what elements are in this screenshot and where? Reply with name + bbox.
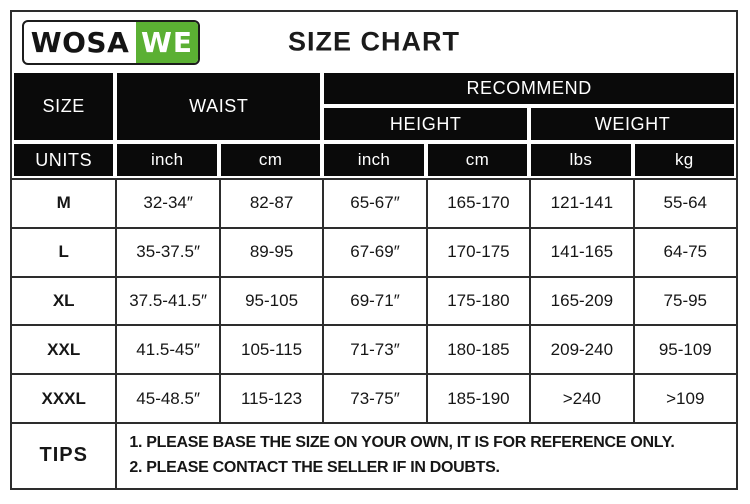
unit-cell-height-inch: inch	[324, 144, 424, 176]
unit-cell-weight-kg: kg	[634, 144, 734, 176]
value-cell: 75-95	[632, 275, 736, 325]
value-cell: >109	[632, 373, 736, 422]
header-cell-recommend: RECOMMEND	[324, 73, 734, 104]
value-cell: 32-34″	[115, 178, 219, 227]
size-cell: XXXL	[12, 373, 116, 422]
value-cell: >240	[529, 373, 633, 422]
unit-cell-waist-inch: inch	[117, 144, 217, 176]
header-band: WOSA WE SIZE CHART	[12, 12, 736, 71]
tips-line: 2. PLEASE CONTACT THE SELLER IF IN DOUBT…	[129, 458, 500, 476]
unit-cell-weight-lbs: lbs	[531, 144, 631, 176]
logo-text-wosa: WOSA	[30, 26, 130, 59]
value-cell: 35-37.5″	[115, 226, 219, 276]
value-cell: 115-123	[218, 373, 323, 422]
tips-line: 1. PLEASE BASE THE SIZE ON YOUR OWN, IT …	[129, 434, 675, 452]
value-cell: 185-190	[425, 373, 530, 422]
value-cell: 69-71″	[322, 275, 426, 325]
header-cell-waist: WAIST	[117, 73, 321, 140]
value-cell: 165-170	[425, 178, 530, 227]
value-cell: 73-75″	[322, 373, 426, 422]
unit-cell-waist-cm: cm	[220, 144, 321, 176]
tips-text-cell: 1. PLEASE BASE THE SIZE ON YOUR OWN, IT …	[115, 421, 736, 488]
wosawe-logo: WOSA WE	[22, 20, 200, 65]
value-cell: 41.5-45″	[115, 324, 219, 374]
header-cell-units: UNITS	[14, 144, 114, 176]
value-cell: 95-109	[632, 324, 736, 374]
header-cell-weight: WEIGHT	[531, 108, 734, 140]
value-cell: 121-141	[529, 178, 633, 227]
value-cell: 64-75	[632, 226, 736, 276]
page-title: SIZE CHART	[288, 26, 460, 56]
size-cell: XXL	[12, 324, 116, 374]
size-cell: XL	[12, 275, 116, 325]
value-cell: 67-69″	[322, 226, 426, 276]
value-cell: 71-73″	[322, 324, 426, 374]
logo-text-we: WE	[136, 22, 198, 63]
value-cell: 89-95	[218, 226, 323, 276]
value-cell: 209-240	[529, 324, 633, 374]
chart-frame: WOSA WE SIZE CHART SIZE WAIST RECOMMEND …	[10, 10, 738, 490]
header-cell-height: HEIGHT	[324, 108, 528, 140]
value-cell: 105-115	[218, 324, 323, 374]
value-cell: 165-209	[529, 275, 633, 325]
header-cell-size: SIZE	[14, 73, 114, 140]
value-cell: 37.5-41.5″	[115, 275, 219, 325]
tips-label-cell: TIPS	[12, 421, 116, 488]
value-cell: 82-87	[218, 178, 323, 227]
value-cell: 141-165	[529, 226, 633, 276]
size-cell: M	[12, 178, 116, 227]
value-cell: 65-67″	[322, 178, 426, 227]
value-cell: 55-64	[632, 178, 736, 227]
value-cell: 45-48.5″	[115, 373, 219, 422]
value-cell: 170-175	[425, 226, 530, 276]
value-cell: 180-185	[425, 324, 530, 374]
value-cell: 95-105	[218, 275, 323, 325]
unit-cell-height-cm: cm	[427, 144, 528, 176]
size-chart-table: SIZE WAIST RECOMMEND HEIGHT WEIGHT UNITS…	[12, 71, 736, 488]
value-cell: 175-180	[425, 275, 530, 325]
size-cell: L	[12, 226, 116, 276]
